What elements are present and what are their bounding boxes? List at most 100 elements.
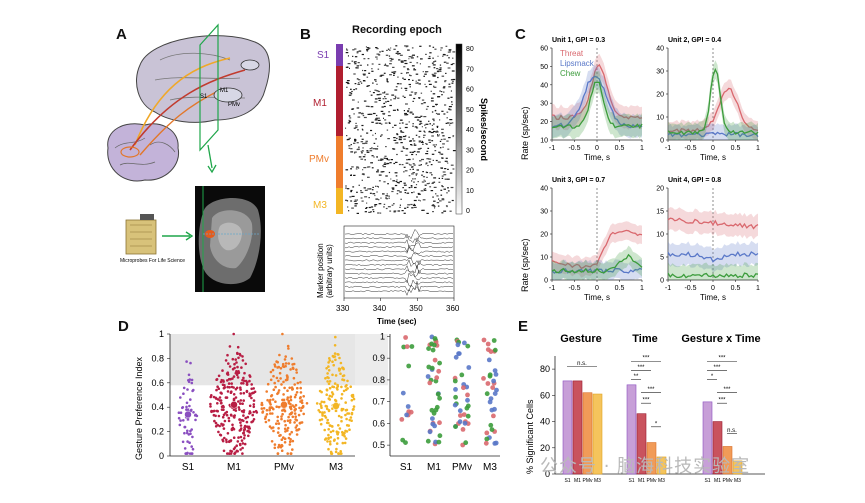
spike-mark [385,54,389,56]
spike-mark [428,80,431,82]
zoom-dot [403,335,408,340]
spike-mark [451,82,454,84]
spike-mark [424,188,427,190]
spike-mark [355,168,358,170]
gpi-dot [241,355,244,358]
spike-mark [414,93,417,95]
unit-title: Unit 4, GPI = 0.8 [668,177,721,184]
spike-mark [370,129,373,132]
spike-mark [423,116,427,118]
gpi-dot [266,398,269,402]
gpi-dot [323,414,327,418]
gpi-dot [337,414,341,418]
gpi-dot [288,443,292,446]
spike-mark [433,86,437,88]
spike-mark [403,166,406,168]
zoom-dot [401,344,407,350]
gpi-dot [331,429,335,433]
gpi-dot [240,439,244,442]
spike-mark [347,63,351,65]
spike-mark [421,126,423,128]
spike-mark [349,67,350,69]
spike-mark [348,119,351,121]
spike-mark [444,81,446,83]
spike-mark [358,146,360,148]
gpi-dot [323,428,326,432]
psth-line-chew [667,67,759,136]
gpi-dot [214,396,217,400]
spike-mark [383,72,386,74]
spike-mark [440,49,442,51]
zoom-y-tick: 0.9 [372,353,385,363]
gpi-dot [285,378,289,382]
gpi-dot [271,426,275,429]
spike-mark [425,143,427,145]
gpi-dot [250,387,253,391]
spike-mark [402,146,405,148]
gpi-dot [239,435,243,439]
spike-mark [432,118,435,120]
gpi-dot [182,392,185,395]
spike-mark [397,53,399,55]
spike-mark [412,163,415,165]
spike-mark [431,140,434,142]
zoom-dot [426,346,431,351]
spike-mark [394,89,398,91]
gpi-dot [210,410,213,414]
spike-mark [362,80,365,82]
spike-mark [424,189,427,191]
gpi-dot [213,409,216,413]
spike-mark [415,80,417,82]
category-label: M3 [329,462,343,473]
sig-marker: * [711,374,714,380]
spike-mark [422,199,426,201]
spike-mark [355,122,357,124]
gpi-dot [239,386,242,389]
gpi-dot [302,412,305,416]
gpi-dot [288,386,291,390]
gpi-dot [247,429,250,433]
spike-mark [363,174,365,176]
spike-mark [374,98,378,100]
gpi-dot [277,389,281,392]
spike-mark [424,184,427,186]
gpi-dot [242,391,246,395]
gpi-dot [290,357,294,360]
spike-mark [348,137,351,139]
zoom-dot [487,399,493,405]
spike-mark [348,145,351,147]
gpi-dot [273,381,276,385]
panel-label-b: B [300,26,311,43]
spike-mark [392,148,396,150]
gpi-dot [333,344,337,347]
spike-mark [363,187,366,189]
zoom-category-label: S1 [400,462,413,473]
gpi-dot [216,385,219,388]
y-tick: 40 [540,186,548,193]
spike-mark [451,101,453,103]
spike-mark [382,92,385,94]
spike-mark [409,86,411,88]
gpi-dot [250,420,253,424]
gpi-dot [280,383,283,386]
psth-line-threat [667,217,759,230]
gpi-dot [342,389,346,393]
gpi-dot [186,429,189,433]
gpi-dot [329,424,332,427]
spike-mark [356,78,359,80]
spike-mark [362,147,364,149]
gpi-dot [239,427,243,430]
spike-mark [414,178,416,180]
gpi-dot [333,352,337,355]
bar-pmv [582,392,593,475]
spike-mark [441,199,445,201]
spike-mark [367,58,370,60]
spike-mark [418,83,421,85]
zoom-swarm-m1 [425,334,443,447]
spike-mark [408,121,410,123]
gpi-dot [296,381,300,385]
marker-trace [344,272,454,284]
gpi-dot [185,452,189,455]
spike-mark [345,199,348,201]
gpi-dot [296,386,299,390]
